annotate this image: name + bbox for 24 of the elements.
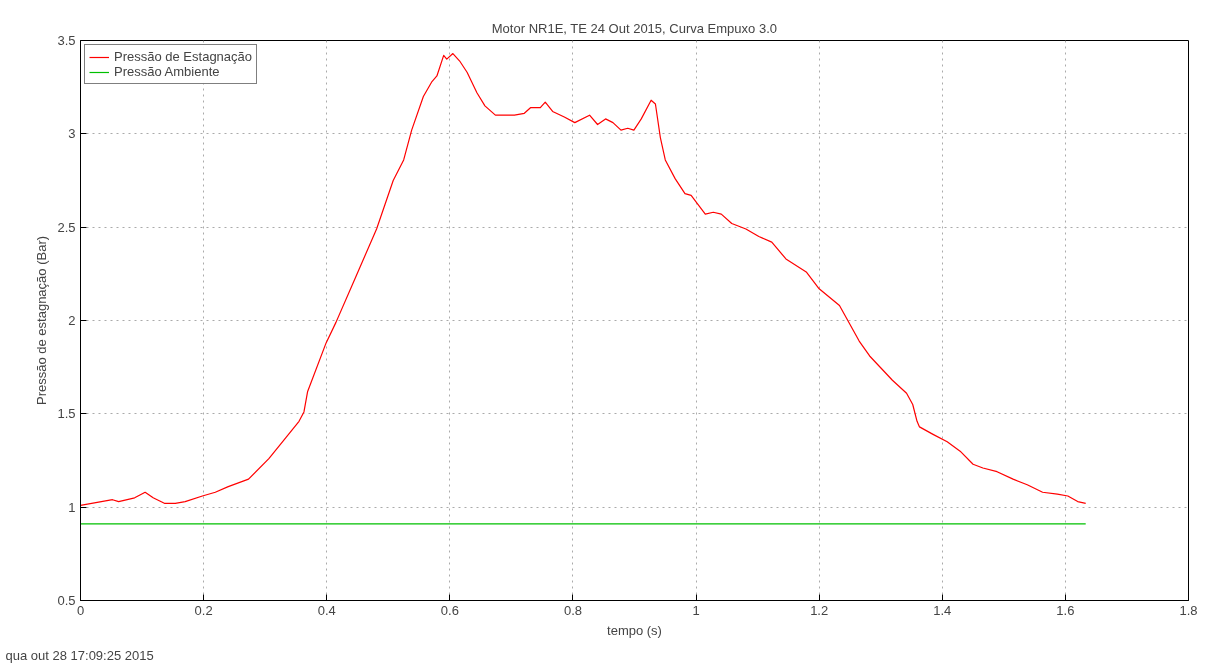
y-tick-label: 1: [68, 499, 76, 515]
legend-label: Pressão de Estagnação: [114, 49, 253, 64]
y-tick-label: 3: [68, 126, 76, 142]
legend-label: Pressão Ambiente: [114, 64, 220, 79]
x-tick-label: 1.4: [933, 602, 952, 618]
x-tick-label: 1.6: [1056, 602, 1075, 618]
y-tick-label: 0.5: [57, 593, 76, 608]
x-tick-label: 0: [76, 602, 85, 618]
y-axis-title: Pressão de estagnação (Bar): [34, 235, 50, 406]
y-tick-label: 3.5: [57, 33, 76, 48]
x-tick-label: 0.2: [194, 602, 213, 618]
text: qua out 28 17:09:25 2015: [5, 647, 154, 663]
x-tick-label: 0.6: [440, 602, 459, 618]
x-tick-label: 0.8: [563, 602, 582, 618]
x-tick-label: 1.2: [810, 602, 829, 618]
x-tick-label: 0.4: [317, 602, 336, 618]
x-tick-label: 1.8: [1179, 602, 1198, 618]
y-tick-label: 2.5: [57, 219, 76, 235]
chart-title: Motor NR1E, TE 24 Out 2015, Curva Empuxo 3.0: [491, 20, 777, 36]
x-axis-title: tempo (s): [607, 622, 662, 638]
y-tick-label: 1.5: [57, 406, 76, 422]
line-series: [80, 52, 1087, 506]
x-tick-label: 1: [692, 602, 700, 618]
y-tick-label: 2: [68, 313, 76, 328]
